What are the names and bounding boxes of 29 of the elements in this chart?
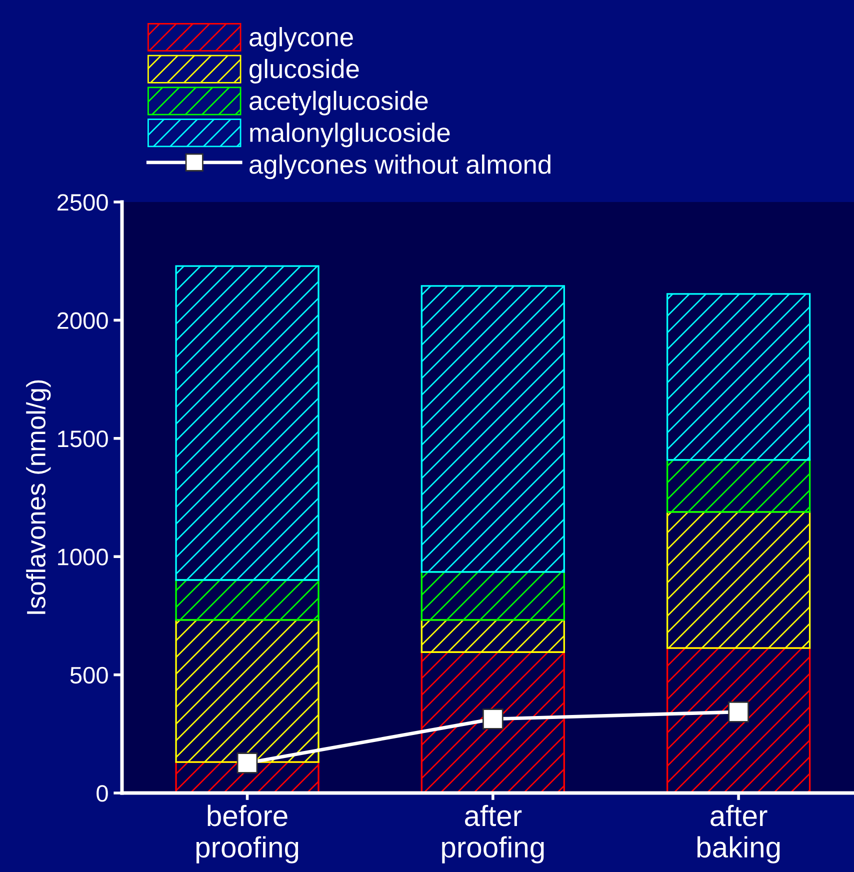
x-tick-label: before proofing bbox=[196, 804, 298, 864]
bar bbox=[420, 285, 565, 573]
legend-label: aglycone bbox=[250, 27, 353, 52]
point bbox=[236, 752, 258, 774]
y-tick-label: 500 bbox=[70, 666, 108, 684]
legend-label: aglycones without almond bbox=[250, 154, 550, 180]
bar bbox=[420, 651, 565, 793]
bar bbox=[175, 619, 320, 763]
legend-label: glucoside bbox=[250, 58, 359, 84]
bar bbox=[666, 293, 811, 461]
bar bbox=[666, 459, 811, 513]
y-tick-label: 0 bbox=[96, 785, 108, 802]
x-tick-label: after baking bbox=[697, 804, 780, 864]
y-tick-label: 1500 bbox=[58, 430, 108, 448]
y-tick-label: 2000 bbox=[57, 312, 108, 329]
point bbox=[728, 702, 749, 722]
legend-label: malonylglucoside bbox=[250, 122, 450, 148]
y-tick-label: 2500 bbox=[57, 194, 108, 211]
bar bbox=[420, 571, 565, 621]
x-tick-label: after proofing bbox=[442, 804, 544, 864]
y-axis-title: Isoflavones (nmol/g) bbox=[26, 380, 51, 614]
bar bbox=[666, 647, 811, 793]
bar bbox=[420, 619, 565, 653]
bar bbox=[666, 511, 811, 649]
bar bbox=[175, 579, 320, 621]
point bbox=[482, 708, 504, 730]
bar bbox=[175, 265, 320, 581]
legend-label: acetylglucoside bbox=[250, 90, 428, 116]
y-tick-label: 1000 bbox=[58, 548, 108, 566]
